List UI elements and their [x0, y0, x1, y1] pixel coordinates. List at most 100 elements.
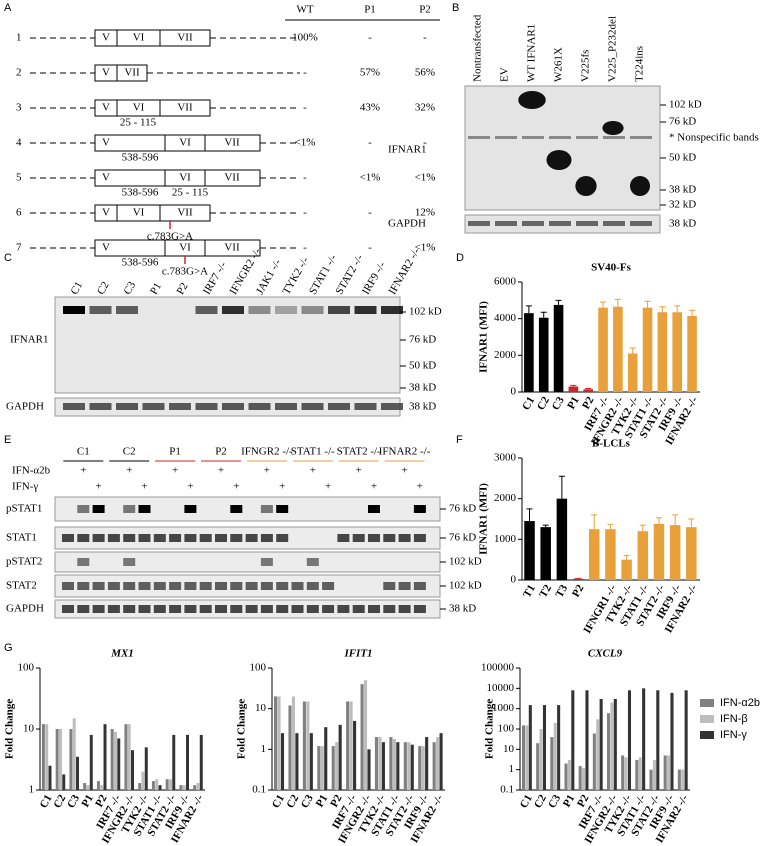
lane-label: C2: [95, 280, 112, 297]
percent: -: [423, 32, 427, 44]
y-tick-label: 1: [29, 784, 35, 796]
row-label: pSTAT1: [6, 503, 42, 515]
treatment-mark: +: [218, 465, 224, 477]
bar: [155, 779, 159, 790]
x-tick-label: C1: [270, 793, 287, 811]
band: [260, 505, 273, 513]
exon-label: VI: [133, 102, 145, 114]
error-bar: [655, 517, 662, 524]
x-tick-label: C1: [518, 793, 535, 811]
lane-label: EV: [499, 67, 511, 82]
group-label: P1: [169, 446, 181, 458]
x-tick-label: P1: [561, 793, 578, 810]
row-number: 7: [16, 242, 22, 254]
band: [413, 605, 426, 613]
exon-label: V: [102, 67, 110, 79]
bar: [642, 307, 653, 392]
band: [89, 306, 112, 314]
band: [195, 403, 218, 410]
bar: [291, 696, 296, 790]
error-bar: [526, 508, 533, 522]
bar: [280, 733, 285, 790]
error-bar: [629, 347, 636, 354]
y-tick-label: 0.1: [252, 784, 266, 796]
percent: -: [303, 207, 307, 219]
y-tick-label: 100000: [481, 662, 515, 674]
band: [63, 306, 85, 314]
bar: [557, 705, 561, 790]
bar: [525, 725, 529, 790]
y-tick-label: 0: [511, 574, 517, 586]
bar: [317, 746, 321, 790]
exon: [116, 64, 148, 82]
band: [276, 534, 289, 542]
bar: [72, 718, 76, 790]
chart-title: IFIT1: [343, 648, 372, 660]
row-number: 6: [16, 207, 22, 219]
note: 538-596: [122, 187, 159, 199]
percent: -: [368, 32, 372, 44]
bar: [363, 680, 368, 790]
x-tick-label: C2: [532, 792, 549, 810]
band: [142, 403, 165, 410]
bar: [141, 771, 145, 790]
band: [413, 534, 426, 542]
blot: [54, 496, 441, 522]
exon-label: V: [102, 32, 110, 44]
band: [468, 221, 490, 226]
bar: [381, 742, 385, 790]
group-label: STAT2 -/-: [337, 446, 381, 458]
y-tick-label: 100: [498, 723, 515, 735]
band: [215, 534, 227, 542]
band: [368, 605, 380, 613]
percent: -: [303, 102, 307, 114]
bar: [677, 769, 681, 790]
band: [230, 605, 243, 613]
band: [276, 582, 289, 590]
percent: 12%: [415, 207, 435, 219]
bar: [48, 765, 52, 790]
note: 538-596: [122, 152, 159, 164]
band: [518, 91, 546, 109]
mutation: c.783G>A: [162, 266, 208, 278]
band: [184, 505, 197, 513]
bar: [610, 702, 614, 790]
note: * Nonspecific bands: [669, 132, 759, 144]
band: [107, 582, 120, 590]
group-label: C1: [77, 446, 90, 458]
bar: [524, 313, 534, 392]
band: [301, 306, 324, 314]
note: 25 - 115: [120, 117, 157, 129]
bar: [528, 705, 532, 790]
percent: -: [303, 242, 307, 254]
row-label: IFNAR1: [388, 144, 427, 156]
marker: 102 kD: [669, 99, 702, 111]
legend-label: IFN-β: [720, 713, 748, 725]
treatment-mark: +: [279, 481, 285, 493]
error-bar: [525, 305, 532, 314]
percent: <1%: [415, 242, 436, 254]
band: [354, 306, 377, 314]
lane-label: IFNAR2 -/-: [386, 246, 422, 297]
marker: 38 kD: [409, 401, 436, 413]
bar: [583, 389, 594, 392]
y-tick-label: 3000: [494, 452, 517, 464]
error-bar: [614, 298, 621, 307]
bar: [403, 742, 407, 790]
error-bar: [591, 514, 598, 530]
chart-title: B-LCLs: [592, 438, 631, 450]
bar: [564, 763, 568, 790]
bar: [89, 734, 93, 790]
group-label: IFNAR2 -/-: [379, 446, 431, 458]
percent: 43%: [360, 102, 380, 114]
bar: [567, 759, 571, 790]
x-tick-label: C3: [299, 792, 316, 810]
x-tick-label: T2: [537, 582, 554, 600]
bar: [131, 750, 134, 790]
band: [468, 136, 490, 139]
panel-label: E: [4, 434, 11, 446]
bar: [521, 725, 526, 790]
y-axis-label: IFNAR1 (MFI): [478, 301, 490, 373]
band: [63, 403, 85, 410]
